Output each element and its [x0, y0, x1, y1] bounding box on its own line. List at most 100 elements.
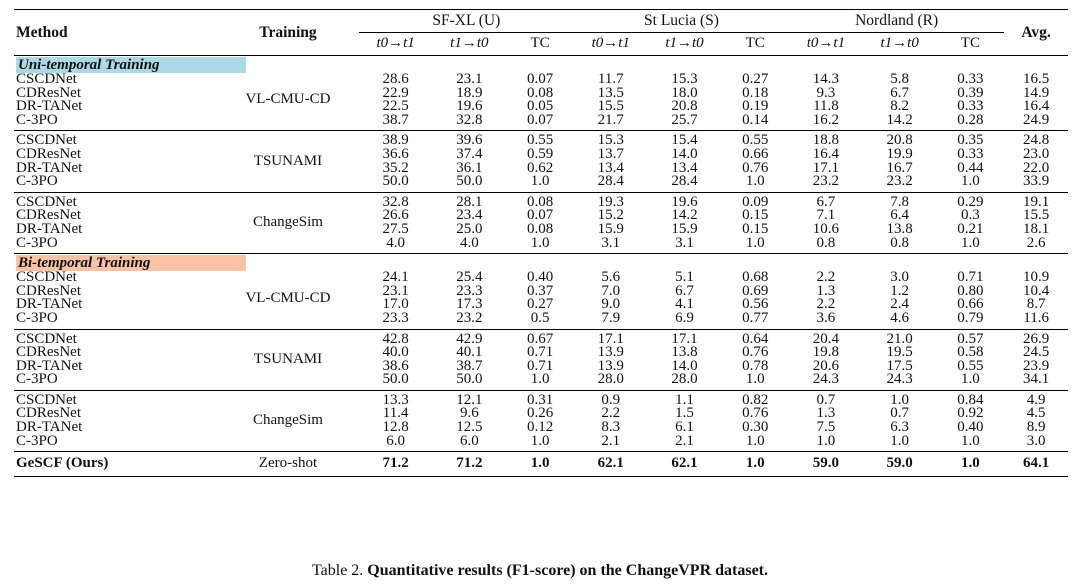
- value-cell: 17.0: [382, 296, 409, 313]
- table-row: DR-TANet 12.8 12.5 0.12 8.3 6.1 0.30 7.5 6.3 0.40…: [14, 419, 1068, 436]
- value-cell: 26.6: [382, 207, 409, 224]
- value-cell: 0.76: [742, 405, 769, 422]
- method-cell: DR-TANet: [16, 98, 83, 115]
- value-cell: 0.14: [742, 111, 769, 128]
- method-cell: CDResNet: [16, 145, 81, 162]
- value-cell: 2.4: [890, 296, 910, 313]
- value-cell: 2.6: [1026, 234, 1046, 251]
- value-cell: 14.2: [671, 207, 698, 224]
- method-cell: DR-TANet: [16, 220, 83, 237]
- value-cell: 0.27: [742, 71, 769, 87]
- value-cell: 0.08: [526, 220, 554, 237]
- section-label: Uni-temporal Training: [16, 56, 246, 73]
- value-cell: 0.29: [957, 193, 984, 210]
- value-cell: 14.0: [671, 357, 698, 374]
- value-cell: 14.2: [886, 111, 913, 128]
- value-cell: 1.3: [816, 282, 836, 299]
- value-cell: 16.7: [886, 159, 913, 176]
- value-cell: 0.8: [890, 234, 910, 251]
- value-cell: 0.57: [957, 330, 984, 347]
- value-cell: 4.1: [675, 296, 694, 313]
- value-cell: 1.0: [530, 455, 550, 472]
- method-cell: C-3PO: [16, 309, 58, 326]
- method-cell: CDResNet: [16, 405, 81, 422]
- value-cell: 13.3: [382, 391, 409, 408]
- value-cell: 1.0: [961, 432, 980, 449]
- value-cell: 0.12: [526, 419, 554, 436]
- value-cell: 19.1: [1022, 193, 1050, 210]
- header-group-nordland: Nordland (R): [789, 10, 1005, 33]
- table-row: CDResNet 22.9 18.9 0.08 13.5 18.0 0.18 9.3 6.7 0.…: [14, 84, 1068, 101]
- value-cell: 20.4: [812, 330, 840, 347]
- value-cell: 0.76: [742, 159, 769, 176]
- value-cell: 11.7: [597, 71, 624, 87]
- value-cell: 1.0: [745, 371, 765, 388]
- value-cell: 5.6: [601, 269, 621, 286]
- training-cell: VL-CMU-CD: [245, 289, 331, 306]
- value-cell: 1.0: [530, 173, 550, 190]
- value-cell: 0.30: [742, 419, 769, 436]
- value-cell: 14.9: [1022, 84, 1050, 101]
- value-cell: 28.4: [597, 173, 624, 190]
- value-cell: 17.1: [671, 330, 698, 347]
- value-cell: 10.4: [1022, 282, 1050, 299]
- header-group-sfxl: SF-XL (U): [358, 10, 574, 33]
- value-cell: 0.55: [957, 357, 984, 374]
- table-row: C-3PO 6.0 6.0 1.0 2.1 2.1 1.0 1.0 1.0 1.0 3.0: [14, 432, 1068, 449]
- training-cell: Zero-shot: [258, 455, 318, 472]
- table-row: C-3PO 23.3 23.2 0.5 7.9 6.9 0.77 3.6 4.6 0.79 11.6: [14, 309, 1068, 326]
- value-cell: 19.6: [671, 193, 698, 210]
- value-cell: 18.0: [671, 84, 698, 101]
- value-cell: 10.9: [1022, 269, 1050, 286]
- value-cell: 28.1: [456, 193, 483, 210]
- value-cell: 28.6: [382, 71, 409, 87]
- value-cell: 13.9: [597, 357, 624, 374]
- table-row: DR-TANet 35.2 36.1 0.62 13.4 13.4 0.76 17.1 16.7…: [14, 159, 1068, 176]
- header-training: Training: [259, 23, 317, 41]
- table-row: CSCDNet ChangeSim 32.8 28.1 0.08 19.3 19.6 0.09…: [14, 193, 1068, 229]
- method-cell: C-3PO: [16, 111, 58, 128]
- value-cell: 9.6: [459, 405, 479, 422]
- value-cell: 5.1: [675, 269, 694, 286]
- value-cell: 20.8: [671, 98, 698, 115]
- value-cell: 0.79: [957, 309, 984, 326]
- value-cell: 0.78: [742, 357, 769, 374]
- method-cell: DR-TANet: [16, 357, 83, 374]
- value-cell: 20.8: [886, 132, 913, 149]
- value-cell: 0.9: [601, 391, 621, 408]
- value-cell: 0.33: [957, 98, 984, 115]
- value-cell: 64.1: [1022, 455, 1050, 472]
- value-cell: 0.40: [526, 269, 554, 286]
- table-row: DR-TANet 22.5 19.6 0.05 15.5 20.8 0.19 11.8 8.2 0…: [14, 98, 1068, 115]
- value-cell: 6.0: [386, 432, 405, 449]
- value-cell: 0.08: [526, 84, 554, 101]
- value-cell: 1.0: [745, 173, 765, 190]
- value-cell: 0.40: [957, 419, 984, 436]
- value-cell: 28.4: [671, 173, 698, 190]
- value-cell: 0.84: [957, 391, 984, 408]
- method-cell: DR-TANet: [16, 419, 83, 436]
- value-cell: 1.0: [890, 391, 910, 408]
- value-cell: 3.6: [816, 309, 836, 326]
- value-cell: 2.2: [816, 296, 836, 313]
- value-cell: 1.0: [745, 234, 765, 251]
- table-row: CSCDNet TSUNAMI 38.9 39.6 0.55 15.3 15.4 0.55 18…: [14, 132, 1068, 168]
- training-cell: ChangeSim: [252, 214, 323, 231]
- value-cell: 71.2: [382, 455, 409, 472]
- value-cell: 18.8: [812, 132, 840, 149]
- value-cell: 0.5: [530, 309, 550, 326]
- value-cell: 71.2: [456, 455, 483, 472]
- header-group-stlucia: St Lucia (S): [573, 10, 790, 33]
- table-row: C-3PO 50.0 50.0 1.0 28.0 28.0 1.0 24.3 24.3 1.0 34…: [14, 371, 1068, 388]
- value-cell: 15.9: [597, 220, 624, 237]
- table-row: DR-TANet 27.5 25.0 0.08 15.9 15.9 0.15 10.6 13.8…: [14, 220, 1068, 237]
- table-row: C-3PO 50.0 50.0 1.0 28.4 28.4 1.0 23.2 23.2 1.0 33…: [14, 173, 1068, 190]
- value-cell: 0.92: [957, 405, 984, 422]
- value-cell: 1.3: [816, 405, 836, 422]
- value-cell: 0.7: [890, 405, 910, 422]
- value-cell: 0.39: [957, 84, 984, 101]
- value-cell: 24.3: [886, 371, 913, 388]
- value-cell: 15.3: [671, 71, 698, 87]
- value-cell: 0.56: [742, 296, 769, 313]
